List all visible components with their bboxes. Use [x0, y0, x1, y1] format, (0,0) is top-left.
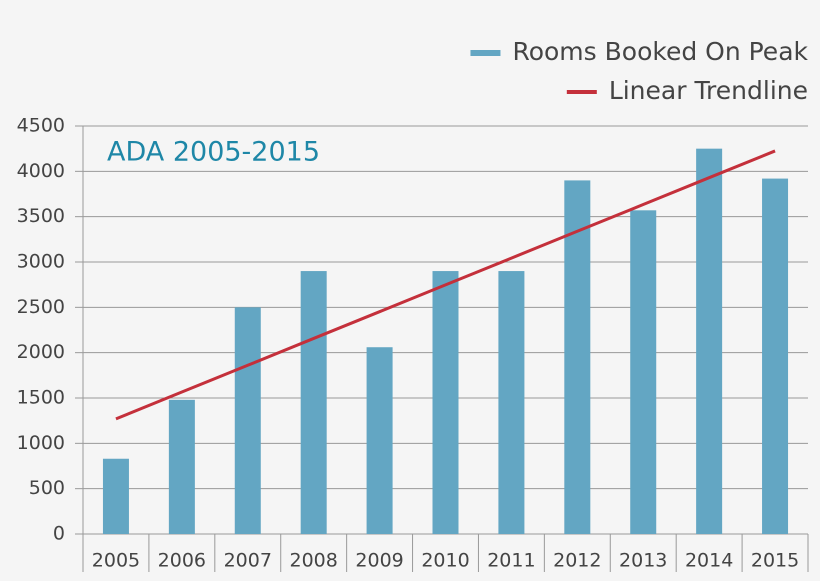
legend-label: Linear Trendline [609, 76, 808, 105]
trendline [115, 149, 776, 421]
x-tick-label: 2013 [619, 550, 667, 572]
bar [696, 148, 723, 534]
y-tick-label: 3500 [17, 205, 65, 227]
x-tick-label: 2005 [92, 550, 140, 572]
bar [432, 271, 459, 534]
bar [234, 307, 261, 534]
y-tick-label: 4000 [17, 160, 65, 182]
bar [630, 210, 657, 534]
y-tick-label: 0 [53, 523, 65, 545]
annotation: ADA 2005-2015 [107, 137, 320, 168]
x-tick-label: 2006 [158, 550, 206, 572]
x-tick-label: 2009 [355, 550, 403, 572]
bar [300, 271, 327, 534]
x-tick-label: 2014 [685, 550, 733, 572]
x-tick-label: 2008 [290, 550, 338, 572]
y-tick-label: 2000 [17, 341, 65, 363]
bar [102, 458, 129, 534]
bar [762, 178, 789, 534]
x-tick-label: 2010 [421, 550, 469, 572]
y-tick-label: 1500 [17, 387, 65, 409]
legend-label: Rooms Booked On Peak [512, 37, 808, 66]
y-tick-label: 500 [29, 477, 65, 499]
bar [498, 271, 525, 534]
bar [564, 180, 591, 534]
x-tick-label: 2015 [751, 550, 799, 572]
bar [366, 347, 393, 534]
y-tick-label: 3000 [17, 251, 65, 273]
x-tick-label: 2011 [487, 550, 535, 572]
x-tick-label: 2012 [553, 550, 601, 572]
y-tick-label: 1000 [17, 432, 65, 454]
x-tick-label: 2007 [224, 550, 272, 572]
y-tick-label: 2500 [17, 296, 65, 318]
bar [168, 399, 195, 534]
y-tick-label: 4500 [17, 115, 65, 137]
